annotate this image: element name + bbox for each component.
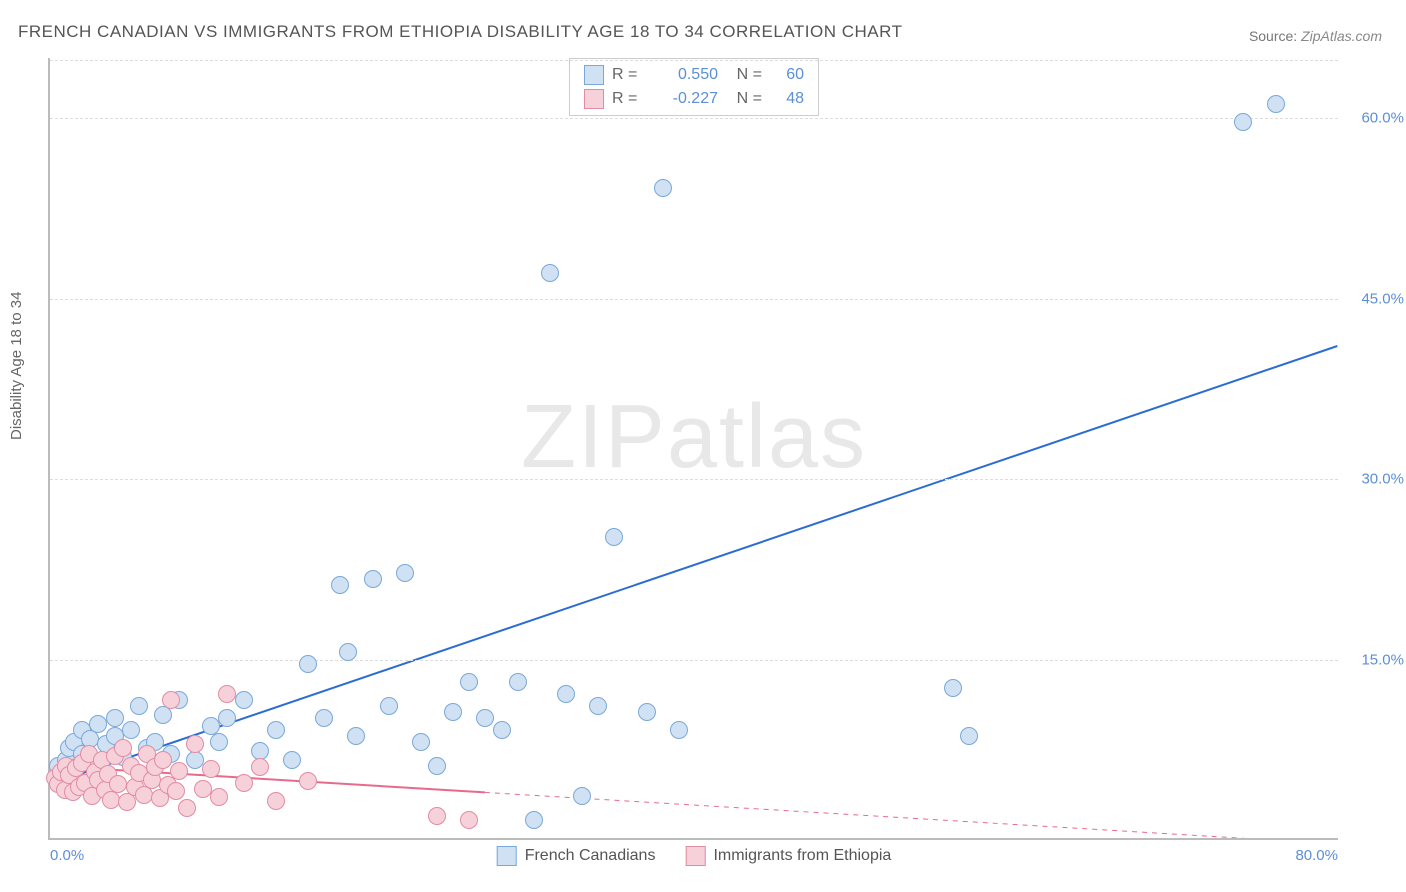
legend-swatch (497, 846, 517, 866)
data-point (444, 703, 462, 721)
data-point (267, 792, 285, 810)
data-point (654, 179, 672, 197)
data-point (670, 721, 688, 739)
data-point (154, 706, 172, 724)
data-point (210, 733, 228, 751)
legend-r-label: R = (612, 90, 640, 108)
legend-item: French Canadians (497, 846, 656, 866)
legend-r-label: R = (612, 66, 640, 84)
data-point (493, 721, 511, 739)
source-label: Source: (1249, 28, 1297, 44)
legend-stat-row: R = -0.227 N = 48 (584, 87, 804, 111)
legend-r-value: -0.227 (648, 90, 718, 108)
data-point (347, 727, 365, 745)
gridline (50, 299, 1338, 300)
legend-stats: R = 0.550 N = 60 R = -0.227 N = 48 (569, 58, 819, 116)
data-point (114, 739, 132, 757)
x-tick-min: 0.0% (50, 847, 84, 864)
chart-plot-area: ZIPatlas R =0.550N =60R =-0.227N =48 Fre… (48, 58, 1338, 840)
data-point (122, 721, 140, 739)
data-point (638, 703, 656, 721)
data-point (167, 782, 185, 800)
data-point (130, 697, 148, 715)
data-point (428, 757, 446, 775)
gridline (50, 60, 1338, 61)
y-tick-label: 45.0% (1361, 290, 1404, 307)
data-point (218, 709, 236, 727)
source-attribution: Source: ZipAtlas.com (1249, 28, 1382, 44)
data-point (315, 709, 333, 727)
watermark-atlas: atlas (667, 387, 867, 487)
legend-item: Immigrants from Ethiopia (685, 846, 891, 866)
data-point (283, 751, 301, 769)
data-point (1267, 95, 1285, 113)
data-point (299, 772, 317, 790)
source-value: ZipAtlas.com (1301, 28, 1382, 44)
data-point (218, 685, 236, 703)
data-point (170, 762, 188, 780)
legend-r-value: 0.550 (648, 66, 718, 84)
data-point (235, 691, 253, 709)
data-point (364, 570, 382, 588)
trend-lines (50, 58, 1338, 838)
data-point (412, 733, 430, 751)
data-point (460, 673, 478, 691)
data-point (186, 735, 204, 753)
legend-label: French Canadians (525, 847, 656, 865)
gridline (50, 479, 1338, 480)
legend-swatch (584, 89, 604, 109)
data-point (605, 528, 623, 546)
legend-swatch (685, 846, 705, 866)
data-point (476, 709, 494, 727)
data-point (339, 643, 357, 661)
watermark-zip: ZIP (521, 387, 667, 487)
legend-label: Immigrants from Ethiopia (713, 847, 891, 865)
legend-n-label: N = (726, 90, 762, 108)
legend-series: French Canadians Immigrants from Ethiopia (497, 846, 892, 866)
data-point (186, 751, 204, 769)
data-point (380, 697, 398, 715)
data-point (541, 264, 559, 282)
y-axis-label: Disability Age 18 to 34 (8, 292, 25, 440)
legend-n-value: 60 (770, 66, 804, 84)
data-point (299, 655, 317, 673)
legend-n-label: N = (726, 66, 762, 84)
data-point (589, 697, 607, 715)
data-point (235, 774, 253, 792)
data-point (573, 787, 591, 805)
data-point (210, 788, 228, 806)
data-point (106, 709, 124, 727)
gridline (50, 118, 1338, 119)
data-point (178, 799, 196, 817)
chart-title: FRENCH CANADIAN VS IMMIGRANTS FROM ETHIO… (18, 22, 902, 42)
y-tick-label: 15.0% (1361, 651, 1404, 668)
data-point (202, 760, 220, 778)
gridline (50, 660, 1338, 661)
data-point (109, 775, 127, 793)
data-point (557, 685, 575, 703)
data-point (396, 564, 414, 582)
y-tick-label: 60.0% (1361, 110, 1404, 127)
data-point (944, 679, 962, 697)
data-point (428, 807, 446, 825)
data-point (960, 727, 978, 745)
legend-stat-row: R = 0.550 N = 60 (584, 63, 804, 87)
y-tick-label: 30.0% (1361, 471, 1404, 488)
watermark: ZIPatlas (521, 386, 867, 489)
legend-n-value: 48 (770, 90, 804, 108)
data-point (460, 811, 478, 829)
legend-swatch (584, 65, 604, 85)
data-point (1234, 113, 1252, 131)
data-point (162, 691, 180, 709)
x-tick-max: 80.0% (1295, 847, 1338, 864)
data-point (251, 758, 269, 776)
data-point (267, 721, 285, 739)
data-point (331, 576, 349, 594)
data-point (525, 811, 543, 829)
data-point (509, 673, 527, 691)
data-point (154, 751, 172, 769)
